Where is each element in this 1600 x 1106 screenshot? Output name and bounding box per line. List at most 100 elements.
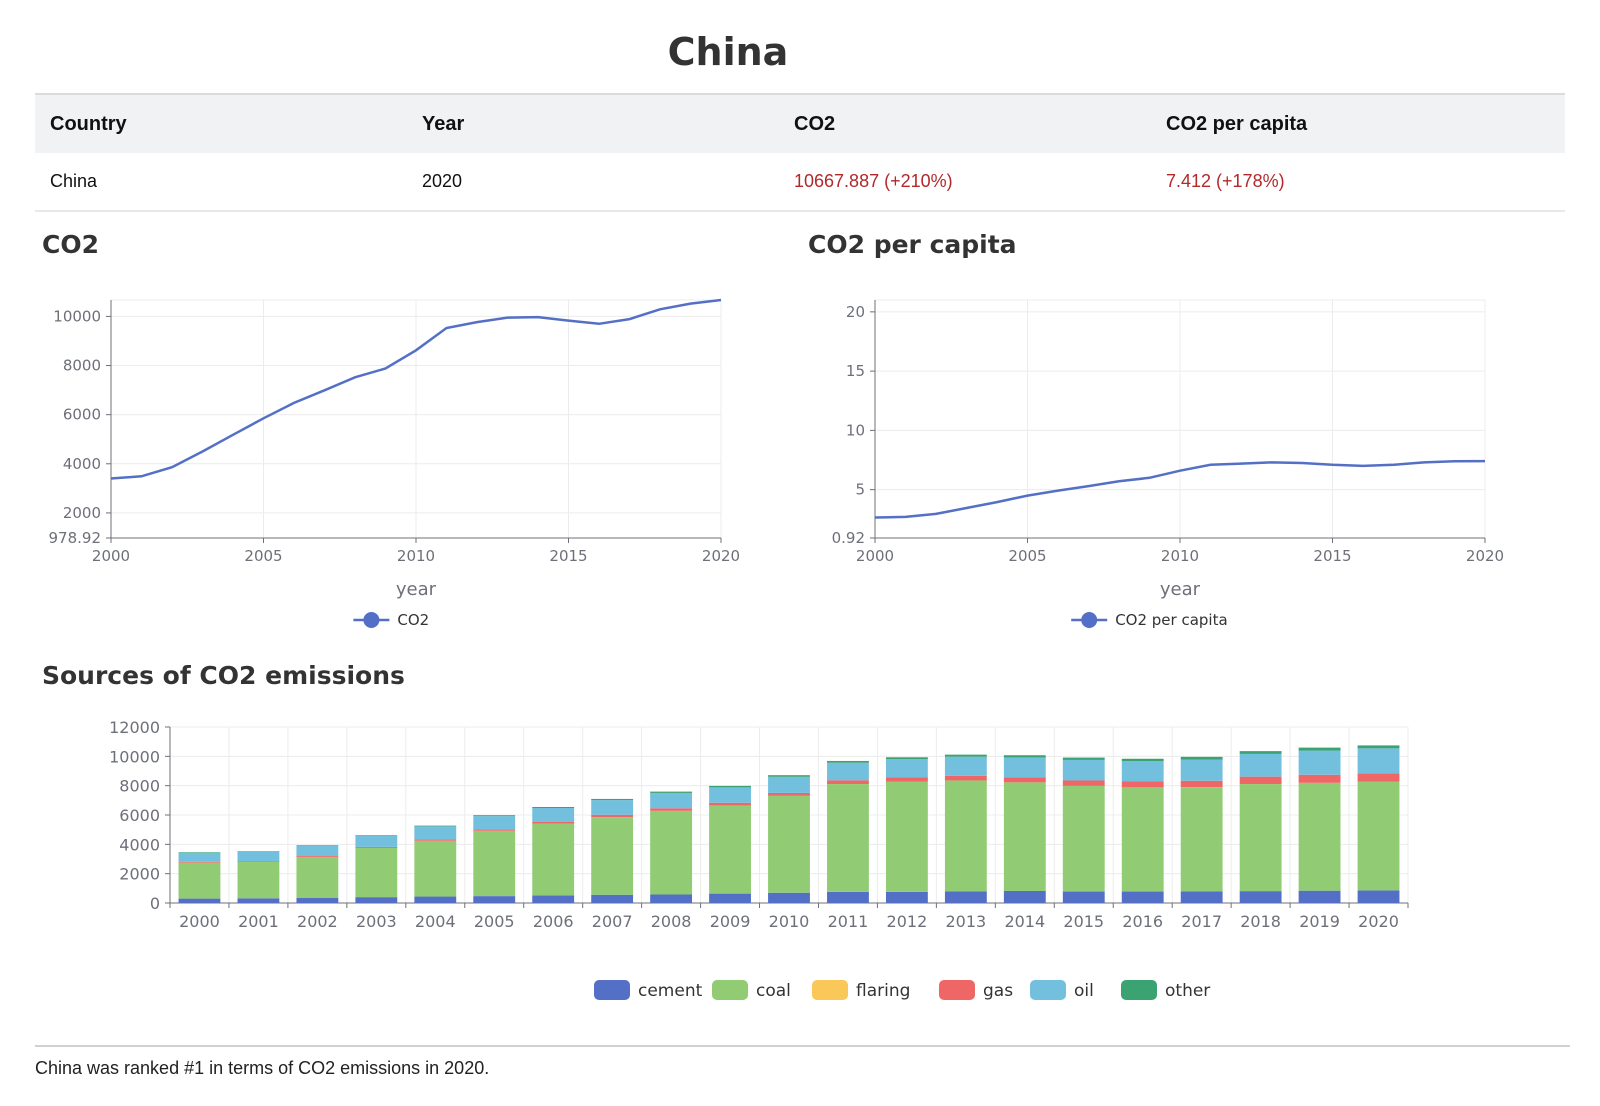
x-tick-label: 2018 [1240,912,1281,931]
bar-segment-gas [414,839,457,841]
bar-segment-oil [944,756,987,776]
cell-year: 2020 [407,153,779,212]
x-tick-label: 2004 [415,912,456,931]
x-axis-title: year [1160,579,1201,600]
bar-segment-oil [768,776,810,793]
bar-segment-oil [1357,748,1400,774]
bar-segment-cement [768,892,810,903]
y-tick-label: 0 [150,894,160,913]
legend-swatch-gas [939,980,975,1000]
bar-segment-gas [1003,777,1046,783]
bar-segment-oil [414,826,457,840]
y-tick-label: 2000 [63,504,101,522]
x-tick-label: 2015 [549,547,587,565]
y-tick-label: 10000 [53,307,101,325]
bar-segment-coal [1062,785,1105,892]
bar-segment-other [473,815,516,817]
cell-co2: 10667.887 (+210%) [779,153,1151,212]
bar-segment-oil [827,762,869,781]
y-tick-label: 4000 [119,835,160,854]
legend-label: oil [1074,981,1094,1001]
bar-segment-gas [532,821,575,824]
y-tick-label: 10 [846,421,865,439]
x-tick-label: 2003 [356,912,397,931]
legend-label: flaring [856,981,910,1001]
x-tick-label: 2019 [1299,912,1340,931]
sources-section-title: Sources of CO2 emissions [42,661,405,690]
bar-segment-coal [650,810,693,895]
footer-text: China was ranked #1 in terms of CO2 emis… [35,1058,490,1078]
x-tick-label: 2006 [533,912,574,931]
bar-segment-cement [1298,890,1341,903]
bar-segment-coal [414,840,457,897]
bar-segment-oil [473,816,516,830]
header-co2-per-capita: CO2 per capita [1151,93,1565,153]
x-tick-label: 2010 [769,912,810,931]
bar-segment-coal [1121,787,1164,892]
bar-segment-other [296,845,339,846]
bar-segment-other [1298,747,1341,751]
bar-segment-cement [885,891,928,903]
bar-segment-oil [237,851,280,862]
bar-segment-coal [768,795,810,893]
bar-segment-coal [1298,782,1341,891]
bar-segment-cement [591,894,634,903]
bar-segment-other [178,852,221,853]
x-tick-label: 2005 [474,912,515,931]
y-tick-label: 4000 [63,455,101,473]
bar-segment-other [1180,756,1223,760]
x-tick-label: 2010 [1161,547,1199,565]
bar-segment-cement [827,891,869,903]
y-tick-label: 10000 [109,747,160,766]
legend-marker-icon [1081,612,1098,628]
bar-segment-cement [944,891,987,903]
x-tick-label: 2012 [887,912,928,931]
legend-marker-icon [363,612,380,628]
bar-segment-oil [1239,753,1282,777]
x-tick-label: 2009 [710,912,751,931]
bar-segment-coal [944,780,987,892]
table-header-row: Country Year CO2 CO2 per capita [35,93,1565,153]
y-tick-label: 8000 [119,777,160,796]
x-tick-label: 2015 [1313,547,1351,565]
bar-segment-coal [709,805,751,894]
bar-segment-gas [1062,780,1105,786]
bar-segment-gas [1121,781,1164,788]
x-tick-label: 2011 [828,912,869,931]
header-co2: CO2 [779,93,1151,153]
y-tick-label: 8000 [63,357,101,375]
x-tick-label: 2008 [651,912,692,931]
bar-segment-oil [1180,759,1223,781]
bar-segment-gas [709,802,751,806]
x-tick-label: 2013 [945,912,986,931]
bar-segment-other [1062,757,1105,760]
x-tick-label: 2020 [702,547,740,565]
bar-segment-cement [1062,891,1105,903]
x-tick-label: 2017 [1181,912,1222,931]
table-row: China 2020 10667.887 (+210%) 7.412 (+178… [35,153,1565,212]
x-tick-label: 2002 [297,912,338,931]
bar-segment-oil [1062,759,1105,781]
header-year: Year [407,93,779,153]
bar-segment-oil [296,845,339,856]
y-tick-label: 2000 [119,865,160,884]
bar-segment-other [944,754,987,757]
bar-segment-other [237,851,280,852]
bar-segment-other [768,775,810,777]
bar-segment-coal [1357,781,1400,891]
bar-segment-coal [237,861,280,899]
legend-label: CO2 per capita [1115,611,1227,629]
bar-segment-cement [1357,890,1400,903]
bar-segment-cement [296,898,339,903]
series-line [874,459,1486,519]
bar-segment-other [591,798,634,801]
y-tick-label: 12000 [109,718,160,737]
x-tick-label: 2020 [1358,912,1399,931]
bar-segment-cement [1121,891,1164,903]
footer-divider [35,1045,1570,1047]
bar-segment-cement [1180,891,1223,903]
page-title: China [667,30,789,74]
x-tick-label: 2005 [244,547,282,565]
bar-segment-coal [827,784,869,892]
